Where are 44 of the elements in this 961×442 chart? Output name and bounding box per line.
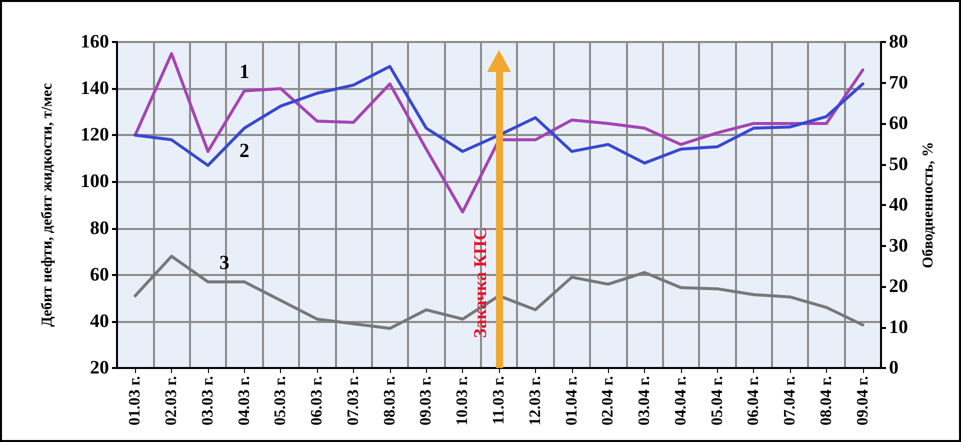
series-label: 1: [239, 60, 250, 83]
y-tick-label: 40: [90, 310, 109, 332]
x-tick-label: 08.03 г.: [381, 376, 398, 426]
ref-line-label: Закачка КПС: [470, 227, 490, 338]
x-tick-label: 03.04 г.: [636, 376, 654, 426]
y-tick-label: 60: [90, 264, 109, 286]
y2-tick-label: 70: [889, 72, 908, 94]
x-tick-label: 05.04 г.: [708, 376, 726, 426]
x-tick-label: 10.03 г.: [454, 376, 472, 426]
y-tick-label: 140: [80, 78, 109, 100]
y-tick-label: 100: [80, 171, 109, 192]
y-tick-label: 120: [80, 124, 109, 146]
y2-tick-label: 10: [889, 316, 908, 338]
series-label: 3: [219, 252, 230, 274]
y2-tick-label: 20: [889, 276, 908, 297]
y-axis-title: Дебит нефти, дебит жидкости, т/мес: [40, 82, 56, 327]
x-tick-label: 09.04 г.: [854, 376, 872, 426]
x-tick-label: 01.03 г.: [126, 376, 144, 426]
y-tick-label: 80: [90, 218, 109, 239]
x-tick-label: 07.04 г.: [782, 376, 799, 426]
y2-tick-label: 60: [889, 113, 908, 134]
y2-tick-label: 30: [889, 235, 908, 256]
y2-tick-label: 40: [889, 194, 908, 216]
x-tick-label: 06.03 г.: [308, 376, 326, 426]
x-tick-label: 02.03 г.: [163, 376, 180, 426]
x-tick-label: 05.03 г.: [272, 376, 290, 426]
y2-tick-label: 80: [889, 32, 908, 52]
x-tick-label: 01.04 г.: [563, 376, 580, 426]
y-tick-label: 20: [90, 358, 109, 378]
x-tick-label: 03.03 г.: [199, 376, 216, 426]
x-tick-label: 12.03 г.: [526, 376, 544, 426]
y2-tick-label: 50: [889, 154, 908, 175]
x-tick-label: 04.03 г.: [236, 376, 253, 426]
x-tick-label: 04.04 г.: [672, 376, 690, 426]
y2-axis-title: Обводненность, %: [920, 142, 936, 268]
x-tick-label: 11.03 г.: [490, 376, 508, 425]
x-tick-label: 06.04 г.: [745, 376, 762, 426]
y2-tick-label: 0: [889, 358, 898, 378]
x-tick-label: 09.03 г.: [418, 376, 435, 426]
y-tick-label: 160: [80, 32, 109, 52]
x-tick-label: 02.04 г.: [600, 376, 617, 426]
x-tick-label: 08.04 г.: [818, 376, 835, 426]
x-tick-label: 07.03 г.: [344, 376, 362, 426]
series-label: 2: [239, 140, 250, 162]
